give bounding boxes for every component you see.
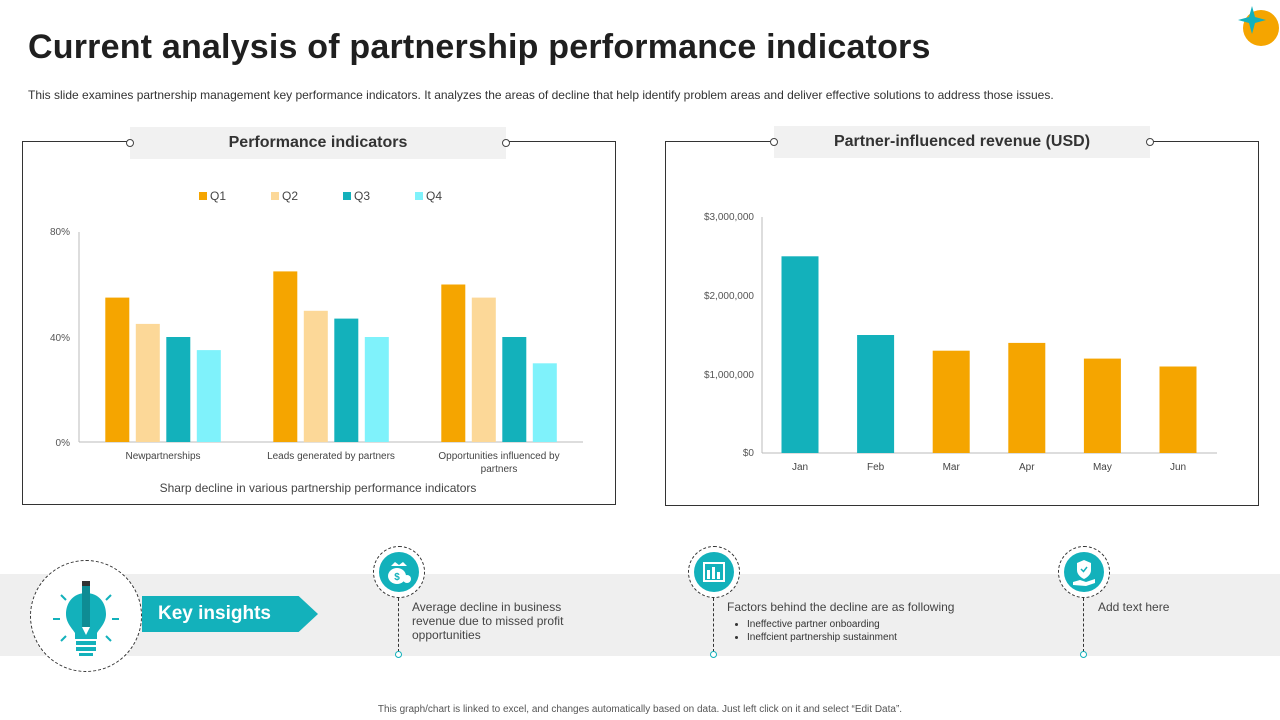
insight-3-icon-circle — [1058, 546, 1110, 598]
insight-2-text: Factors behind the decline are as follow… — [727, 600, 987, 644]
chart1-category-label: Leads generated by partners — [267, 451, 395, 462]
bar-jun — [1159, 366, 1197, 453]
insight-3-connector — [1083, 598, 1084, 652]
legend-label-q1: Q1 — [210, 189, 226, 203]
header-dot-left — [770, 138, 778, 146]
header-dot-left — [126, 139, 134, 147]
list-item: Ineffective partner onboarding — [747, 618, 987, 631]
legend-label-q3: Q3 — [354, 189, 370, 203]
legend-swatch-q4 — [415, 192, 423, 200]
xtick-apr: Apr — [1019, 462, 1035, 473]
chart2-ytick: $1,000,000 — [704, 370, 754, 381]
insight-1-dot — [395, 651, 402, 658]
chart1-legend: Q1 Q2 Q3 Q4 — [199, 189, 442, 203]
bar-q1-2 — [273, 271, 298, 442]
xtick-feb: Feb — [867, 462, 885, 473]
bar-q2-2 — [303, 310, 328, 443]
performance-indicators-chart[interactable]: Q1 Q2 Q3 Q4 0% 40% 80% Newpartnerships L… — [22, 141, 614, 503]
header-dot-right — [1146, 138, 1154, 146]
bar-mar — [932, 350, 970, 453]
bar-feb — [857, 335, 895, 453]
chart1-category-label: Newpartnerships — [125, 451, 200, 462]
bar-q2-3 — [471, 297, 496, 442]
bar-q4-1 — [196, 350, 221, 442]
chart2-xlabels: Jan Feb Mar Apr May Jun — [792, 462, 1186, 473]
bar-q1-1 — [105, 297, 130, 442]
insight-1-connector — [398, 598, 399, 652]
xtick-jan: Jan — [792, 462, 808, 473]
list-item: Ineffcient partnership sustainment — [747, 631, 987, 644]
insight-3-text: Add text here — [1098, 600, 1170, 614]
bar-jan — [781, 256, 819, 453]
bar-may — [1083, 358, 1121, 453]
bar-q3-2 — [334, 318, 359, 442]
chart2-ytick: $0 — [743, 448, 755, 459]
header-dot-right — [502, 139, 510, 147]
chart2-bars — [781, 256, 1197, 453]
chart1-ytick-0: 0% — [56, 438, 71, 449]
hand-shield-icon — [1073, 560, 1095, 586]
revenue-chart[interactable]: $0 $1,000,000 $2,000,000 $3,000,000 Jan F… — [665, 141, 1257, 504]
chart1-ytick-40: 40% — [50, 333, 70, 344]
bar-q4-2 — [364, 337, 389, 442]
insight-2-connector — [713, 598, 714, 652]
chart1-bars — [105, 271, 557, 443]
bar-q1-3 — [441, 284, 466, 442]
bar-q3-1 — [166, 337, 191, 442]
insight-2-bullets: Ineffective partner onboarding Ineffcien… — [727, 618, 987, 644]
chart2-ytick: $2,000,000 — [704, 291, 754, 302]
insight-2-icon-circle — [688, 546, 740, 598]
chart1-ytick-80: 80% — [50, 227, 70, 238]
bar-q2-1 — [135, 323, 160, 442]
svg-text:$: $ — [394, 572, 400, 583]
bar-q4-3 — [532, 363, 557, 442]
page-subtitle: This slide examines partnership manageme… — [28, 88, 1054, 102]
insight-1-icon-circle: $ — [373, 546, 425, 598]
legend-label-q2: Q2 — [282, 189, 298, 203]
money-bag-icon: $ — [388, 562, 411, 584]
lightbulb-circle — [30, 560, 142, 672]
xtick-jun: Jun — [1170, 462, 1186, 473]
chart1-category-label: Opportunities influenced by partners — [438, 451, 559, 475]
insight-2-heading: Factors behind the decline are as follow… — [727, 600, 955, 614]
xtick-mar: Mar — [943, 462, 961, 473]
legend-label-q4: Q4 — [426, 189, 442, 203]
legend-swatch-q2 — [271, 192, 279, 200]
star-logo-icon — [1238, 6, 1279, 46]
insight-1-text: Average decline in business revenue due … — [412, 600, 564, 642]
chart2-ytick: $3,000,000 — [704, 212, 754, 223]
revenue-header: Partner-influenced revenue (USD) — [774, 126, 1150, 158]
bar-q3-3 — [502, 337, 527, 442]
bar-apr — [1008, 342, 1046, 453]
bar-chart-icon — [703, 562, 725, 582]
footer-note: This graph/chart is linked to excel, and… — [377, 704, 903, 715]
chart1-caption: Sharp decline in various partnership per… — [160, 481, 477, 495]
key-insights-banner — [142, 596, 318, 632]
legend-swatch-q3 — [343, 192, 351, 200]
legend-swatch-q1 — [199, 192, 207, 200]
insight-3-dot — [1080, 651, 1087, 658]
xtick-may: May — [1093, 462, 1112, 473]
key-insights-label: Key insights — [158, 603, 271, 624]
performance-indicators-header: Performance indicators — [130, 127, 506, 159]
insight-2-dot — [710, 651, 717, 658]
lightbulb-pencil-icon — [53, 581, 119, 656]
page-title: Current analysis of partnership performa… — [28, 28, 931, 66]
